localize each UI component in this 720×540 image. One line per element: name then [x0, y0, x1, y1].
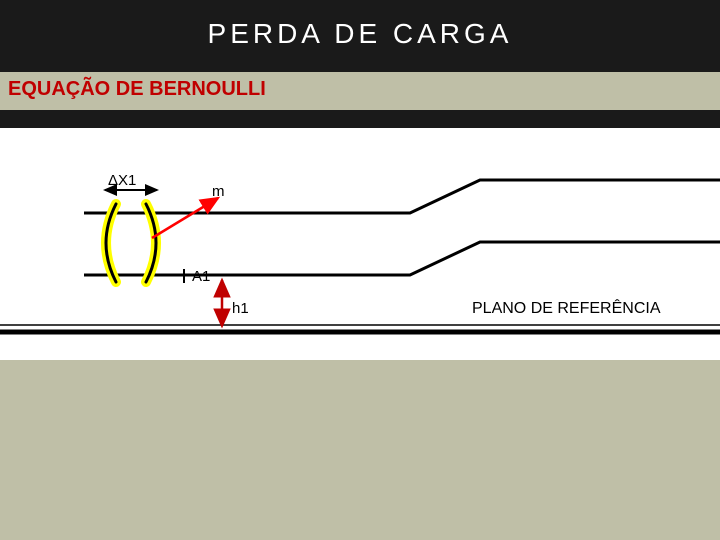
diagram-svg — [0, 0, 720, 540]
slide: PERDA DE CARGA EQUAÇÃO DE BERNOULLI — [0, 0, 720, 540]
label-m: m — [212, 183, 225, 200]
pipe-bottom-line — [84, 242, 720, 275]
label-h1: h1 — [232, 300, 249, 317]
label-a1: A1 — [192, 268, 210, 285]
m-arrow — [152, 198, 218, 238]
label-reference: PLANO DE REFERÊNCIA — [472, 300, 660, 318]
label-dx1: ΔX1 — [108, 172, 136, 189]
pipe-top-line — [84, 180, 720, 213]
